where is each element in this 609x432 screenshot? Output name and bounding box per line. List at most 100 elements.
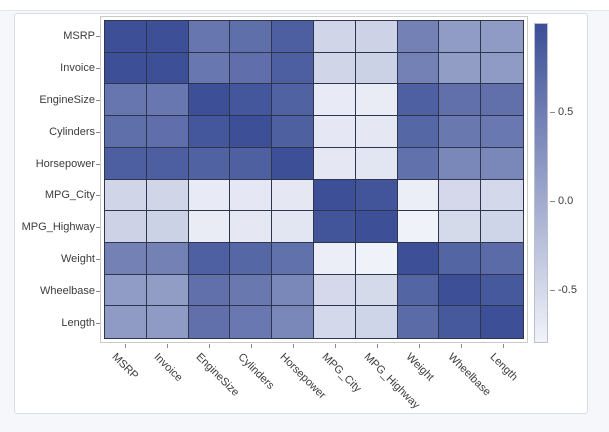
legend-tick-label: -0.5 xyxy=(558,284,577,296)
y-axis-label: Horsepower xyxy=(35,158,95,170)
heatmap-cell xyxy=(105,274,147,307)
heatmap-cell xyxy=(146,147,189,180)
x-axis-label: Length xyxy=(487,351,520,384)
heatmap-cell xyxy=(230,116,273,148)
heatmap-cell xyxy=(105,84,147,117)
x-axis-label: Weight xyxy=(403,351,437,384)
heatmap-grid xyxy=(104,20,524,339)
heatmap-cell xyxy=(105,116,147,148)
x-axis-label: MPG_City xyxy=(319,351,364,395)
heatmap-cell xyxy=(397,116,440,148)
heatmap-cell xyxy=(272,242,314,275)
heatmap-cell xyxy=(105,21,147,53)
y-axis-tick xyxy=(96,259,100,260)
heatmap-cell xyxy=(439,147,482,180)
x-axis-tick xyxy=(461,344,462,348)
heatmap-cell xyxy=(439,211,482,243)
x-axis-tick xyxy=(503,344,504,348)
heatmap-cell xyxy=(188,21,231,53)
heatmap-cell xyxy=(230,52,273,85)
x-axis-tick xyxy=(209,344,210,348)
x-axis-tick xyxy=(251,344,252,348)
heatmap-cell xyxy=(230,306,273,338)
y-axis-label: MPG_City xyxy=(44,189,95,201)
heatmap-cell xyxy=(272,211,314,243)
heatmap-cell xyxy=(439,52,482,85)
heatmap-cell xyxy=(397,306,440,338)
heatmap-cell xyxy=(355,274,398,307)
y-axis-tick xyxy=(96,195,100,196)
heatmap-cell xyxy=(397,211,440,243)
heatmap-cell xyxy=(481,211,523,243)
y-axis-label: MPG_Highway xyxy=(21,221,95,233)
heatmap-cell xyxy=(313,116,356,148)
x-axis-label: Wheelbase xyxy=(445,351,493,399)
heatmap-cell xyxy=(313,84,356,117)
heatmap-cell xyxy=(439,21,482,53)
heatmap-cell xyxy=(105,147,147,180)
x-axis-label: Cylinders xyxy=(235,351,277,392)
y-axis-label: EngineSize xyxy=(39,94,95,106)
heatmap-cell xyxy=(230,84,273,117)
x-axis-tick xyxy=(377,344,378,348)
heatmap-cell xyxy=(355,52,398,85)
heatmap-cell xyxy=(146,116,189,148)
x-axis-tick xyxy=(335,344,336,348)
y-axis-label: Wheelbase xyxy=(39,285,95,297)
heatmap-cell xyxy=(188,52,231,85)
heatmap-cell xyxy=(481,116,523,148)
heatmap-cell xyxy=(355,21,398,53)
heatmap-cell xyxy=(313,274,356,307)
heatmap-cell xyxy=(230,21,273,53)
heatmap-cell xyxy=(439,306,482,338)
x-axis-tick xyxy=(293,344,294,348)
heatmap-cell xyxy=(146,21,189,53)
y-axis-label: Cylinders xyxy=(49,126,95,138)
heatmap-cell xyxy=(272,306,314,338)
page-header-strip xyxy=(0,0,609,11)
heatmap-cell xyxy=(272,147,314,180)
x-axis-tick xyxy=(125,344,126,348)
legend-tick xyxy=(550,290,555,291)
heatmap-cell xyxy=(481,84,523,117)
heatmap-cell xyxy=(230,274,273,307)
y-axis-tick xyxy=(96,227,100,228)
heatmap-cell xyxy=(146,84,189,117)
heatmap-cell xyxy=(397,21,440,53)
heatmap-cell xyxy=(313,179,356,212)
heatmap-cell xyxy=(146,52,189,85)
heatmap-cell xyxy=(481,306,523,338)
legend-tick xyxy=(550,112,555,113)
y-axis-label: MSRP xyxy=(63,30,95,42)
x-axis-tick xyxy=(167,344,168,348)
correlation-heatmap-panel: MSRP Invoice EngineSize Cylinders Horsepower… xyxy=(14,13,588,414)
legend-tick-label: 0.0 xyxy=(558,195,574,207)
legend-tick xyxy=(550,201,555,202)
y-axis-tick xyxy=(96,164,100,165)
heatmap-cell xyxy=(146,274,189,307)
heatmap-cell xyxy=(188,211,231,243)
heatmap-cell xyxy=(230,179,273,212)
heatmap-cell xyxy=(105,211,147,243)
heatmap-cell xyxy=(230,242,273,275)
heatmap-cell xyxy=(313,52,356,85)
y-axis-label: Length xyxy=(61,317,95,329)
heatmap-cell xyxy=(188,84,231,117)
y-axis-tick xyxy=(96,291,100,292)
heatmap-cell xyxy=(146,211,189,243)
heatmap-cell xyxy=(481,179,523,212)
y-axis-tick xyxy=(96,68,100,69)
heatmap-cell xyxy=(355,147,398,180)
y-axis-tick xyxy=(96,132,100,133)
heatmap-cell xyxy=(188,116,231,148)
heatmap-cell xyxy=(188,242,231,275)
y-axis-label: Invoice xyxy=(60,62,95,74)
heatmap-cell xyxy=(397,179,440,212)
heatmap-cell xyxy=(313,242,356,275)
x-axis-tick xyxy=(419,344,420,348)
heatmap-cell xyxy=(481,21,523,53)
heatmap-cell xyxy=(355,242,398,275)
x-axis-label: Invoice xyxy=(151,351,185,385)
heatmap-cell xyxy=(105,306,147,338)
